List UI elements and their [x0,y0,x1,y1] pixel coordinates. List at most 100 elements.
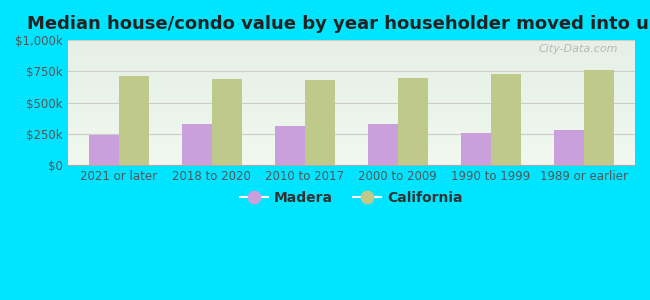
Bar [68,99,635,100]
Bar [68,161,635,162]
Bar [68,71,635,73]
Bar [68,78,635,79]
Bar [68,85,635,86]
Bar [68,144,635,145]
Bar [68,103,635,104]
Bar [68,79,635,80]
Bar [68,45,635,46]
Bar [68,104,635,105]
Bar [68,46,635,48]
Bar [68,142,635,144]
Bar [68,106,635,107]
Bar [68,112,635,114]
Bar [68,40,635,41]
Bar [554,130,584,165]
Bar [68,139,635,140]
Bar [68,128,635,129]
Bar [68,69,635,70]
Bar [68,129,635,130]
Bar [68,44,635,45]
Bar [368,124,398,165]
Bar [68,90,635,91]
Bar [68,145,635,146]
Bar [461,133,491,165]
Bar [68,70,635,71]
Bar [68,56,635,58]
Bar [68,158,635,159]
Title: Median house/condo value by year householder moved into unit: Median house/condo value by year househo… [27,15,650,33]
Bar [89,135,119,165]
Bar [68,66,635,68]
Bar [68,65,635,66]
Bar [68,162,635,164]
Bar [68,76,635,78]
Bar [68,94,635,95]
Bar [68,54,635,55]
Bar [212,80,242,165]
Bar [68,105,635,106]
Bar [68,134,635,135]
Bar [275,126,305,165]
Bar [68,122,635,124]
Bar [68,60,635,61]
Bar [68,55,635,56]
Bar [398,78,428,165]
Bar [68,135,635,136]
Bar [584,70,614,165]
Bar [68,126,635,128]
Bar [68,82,635,84]
Bar [68,92,635,94]
Bar [68,41,635,43]
Bar [68,115,635,116]
Bar [68,80,635,81]
Bar [68,155,635,156]
Bar [68,50,635,51]
Bar [68,107,635,109]
Bar [68,61,635,63]
Text: City-Data.com: City-Data.com [538,44,618,54]
Bar [68,111,635,112]
Bar [68,89,635,90]
Bar [68,124,635,125]
Bar [68,96,635,98]
Bar [68,68,635,69]
Bar [305,80,335,165]
Bar [68,75,635,76]
Bar [68,109,635,110]
Bar [68,43,635,44]
Bar [68,141,635,142]
Bar [68,121,635,122]
Bar [68,146,635,148]
Bar [68,130,635,131]
Bar [68,114,635,115]
Bar [68,118,635,119]
Bar [68,95,635,96]
Bar [68,88,635,89]
Bar [68,125,635,126]
Bar [68,137,635,139]
Bar [68,149,635,150]
Bar [68,164,635,165]
Bar [68,154,635,155]
Bar [68,51,635,52]
Bar [68,148,635,149]
Bar [68,59,635,60]
Bar [68,150,635,151]
Bar [119,76,149,165]
Bar [68,58,635,59]
Bar [68,110,635,111]
Bar [68,116,635,118]
Legend: Madera, California: Madera, California [235,185,468,210]
Bar [182,124,212,165]
Bar [68,91,635,92]
Bar [68,160,635,161]
Bar [68,101,635,103]
Bar [68,81,635,83]
Bar [491,74,521,165]
Bar [68,151,635,152]
Bar [68,152,635,154]
Bar [68,74,635,75]
Bar [68,136,635,137]
Bar [68,120,635,121]
Bar [68,52,635,54]
